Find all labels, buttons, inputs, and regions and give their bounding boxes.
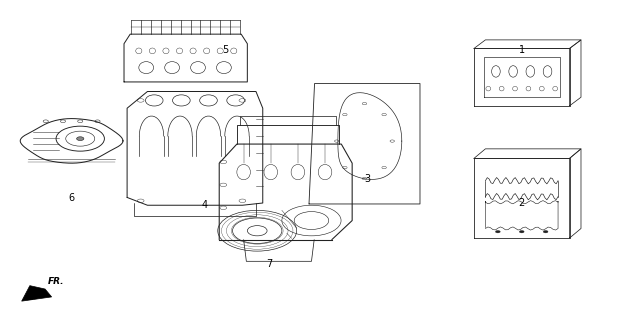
Text: 1: 1 bbox=[519, 45, 525, 55]
Circle shape bbox=[77, 137, 84, 140]
Text: 6: 6 bbox=[69, 193, 75, 203]
Text: 3: 3 bbox=[365, 174, 371, 184]
Text: 5: 5 bbox=[222, 45, 229, 55]
Polygon shape bbox=[22, 286, 52, 301]
Circle shape bbox=[519, 230, 524, 233]
Circle shape bbox=[543, 230, 548, 233]
Text: 2: 2 bbox=[519, 198, 525, 208]
Text: 4: 4 bbox=[201, 200, 207, 210]
Circle shape bbox=[496, 230, 500, 233]
Text: FR.: FR. bbox=[48, 277, 65, 286]
Text: 7: 7 bbox=[266, 259, 272, 268]
